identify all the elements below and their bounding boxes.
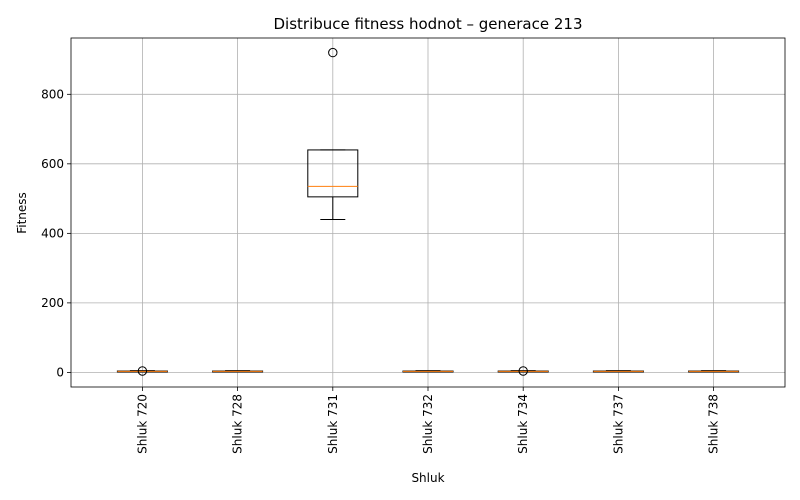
box-iqr [307, 149, 359, 198]
y-tick-label: 600 [41, 157, 64, 171]
y-tick-label: 0 [56, 365, 64, 379]
grid-layer [71, 38, 785, 387]
y-tick-label: 200 [41, 296, 64, 310]
y-axis-title: Fitness [15, 192, 29, 234]
box-layer [116, 47, 740, 376]
box-group [307, 47, 359, 220]
outlier-point [328, 47, 338, 58]
plot-frame [70, 37, 786, 388]
y-tick-label: 400 [41, 226, 64, 240]
box-group [116, 366, 168, 376]
box-group [402, 370, 454, 373]
x-tick-label: Shluk 732 [421, 394, 435, 454]
x-tick-label: Shluk 737 [611, 394, 625, 454]
y-tick-label: 800 [41, 87, 64, 101]
x-tick-label: Shluk 728 [231, 394, 245, 454]
x-tick-label: Shluk 720 [135, 394, 149, 454]
x-tick-label: Shluk 738 [707, 394, 721, 454]
outlier-point [137, 366, 148, 376]
box-group [497, 366, 549, 376]
box-group [592, 370, 644, 373]
axis-layer: 0 200 400 600 800 Shluk 720 Shluk 728 Shluk 731… [41, 37, 786, 454]
box-group [688, 370, 740, 373]
x-axis-title: Shluk [411, 471, 444, 485]
x-tick-label: Shluk 734 [516, 394, 530, 454]
outlier-point [518, 366, 528, 376]
x-tick-label: Shluk 731 [326, 394, 340, 454]
chart-title: Distribuce fitness hodnot – generace 213 [273, 15, 582, 33]
box-group [212, 370, 264, 373]
